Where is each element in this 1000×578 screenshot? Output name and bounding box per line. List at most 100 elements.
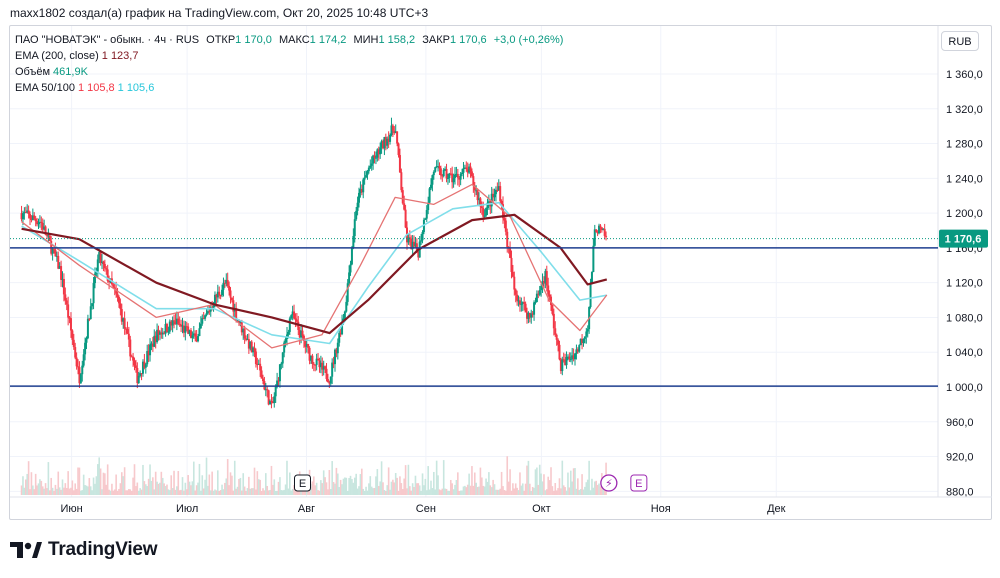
candle-body [33, 215, 36, 219]
volume-bar [248, 476, 250, 495]
close-label: ЗАКР [422, 34, 450, 46]
candle-body [125, 328, 128, 330]
candle-body [448, 173, 451, 178]
candle-body [271, 401, 274, 403]
volume-bar [560, 488, 562, 495]
volume-bar [481, 477, 483, 495]
volume-bar [325, 482, 328, 495]
volume-bar [390, 481, 393, 495]
volume-bar [153, 489, 156, 495]
volume-bar [305, 488, 308, 495]
candle-body [74, 347, 77, 358]
volume-bar [595, 480, 597, 495]
candle-body [592, 245, 595, 272]
candle-body [336, 342, 339, 354]
volume-bar [567, 472, 569, 495]
volume-bar [324, 477, 326, 495]
volume-bar [449, 479, 452, 495]
candle-body [67, 304, 70, 318]
candle-body [280, 363, 283, 365]
candle-body [53, 248, 56, 250]
candle-body [589, 283, 592, 308]
candle-body [356, 202, 359, 211]
volume-bar [550, 467, 552, 495]
volume-value: 461,9K [53, 66, 88, 78]
volume-bar [503, 490, 506, 495]
candle-body [267, 390, 270, 405]
volume-bar [169, 490, 171, 495]
candle-body [352, 236, 355, 248]
open-value: 1 170,0 [235, 34, 272, 46]
volume-bar [209, 490, 212, 495]
candle-body [247, 339, 250, 349]
candle-body [533, 302, 536, 315]
volume-bar [564, 487, 566, 495]
candle-body [153, 335, 156, 347]
y-tick-label: 1 120,0 [946, 278, 983, 290]
candle-body [510, 257, 513, 272]
candle-body [562, 359, 565, 361]
volume-bar [232, 490, 235, 495]
currency-button[interactable]: RUB [941, 31, 979, 51]
volume-bar [471, 466, 473, 495]
candle-body [472, 176, 475, 186]
candle-body [389, 134, 392, 142]
volume-bar [529, 483, 531, 495]
volume-bar [94, 483, 96, 495]
candle-body [315, 358, 318, 365]
candle-body [226, 279, 229, 286]
volume-bar [47, 462, 50, 495]
candle-body [92, 283, 95, 304]
candle-body [253, 347, 256, 352]
volume-bar [163, 483, 165, 495]
volume-bar [243, 486, 246, 495]
candle-body [452, 177, 455, 183]
volume-bar [482, 485, 485, 495]
candle-body [455, 173, 458, 175]
volume-bar [502, 486, 504, 495]
volume-bar [332, 482, 335, 495]
volume-bar [396, 477, 398, 495]
volume-bar [346, 490, 349, 495]
volume-bar [459, 490, 462, 495]
volume-bar [284, 484, 287, 495]
candle-body [291, 311, 294, 316]
candle-body [531, 313, 534, 315]
volume-bar [466, 484, 469, 495]
candle-body [69, 318, 72, 331]
volume-bar [23, 487, 26, 495]
candle-body [332, 362, 335, 365]
volume-bar [105, 484, 108, 495]
volume-bar [180, 489, 182, 495]
volume-bar [524, 483, 527, 495]
candle-body [31, 215, 34, 221]
candle-body [156, 329, 159, 343]
volume-bar [132, 477, 134, 495]
candle-body [383, 137, 386, 149]
volume-bar [287, 488, 290, 495]
candle-body [54, 249, 57, 257]
ohlc-legend-row: ПАО "НОВАТЭК" - обыкн. · 4ч · RUS ОТКР1 … [15, 32, 563, 48]
volume-bar [231, 475, 233, 495]
volume-bar [262, 488, 264, 495]
candle-body [583, 336, 586, 339]
candle-body [305, 343, 308, 347]
volume-bar [315, 482, 318, 495]
volume-bar [534, 469, 537, 495]
volume-bar [229, 472, 232, 495]
candle-body [446, 177, 449, 179]
candle-body [387, 138, 390, 142]
volume-bar [341, 484, 343, 495]
volume-bar [569, 470, 572, 495]
candle-body [29, 213, 32, 219]
volume-bar [27, 461, 30, 495]
candle-body [113, 287, 116, 290]
volume-bar [228, 485, 230, 495]
volume-bar [452, 489, 455, 495]
candle-body [380, 141, 383, 148]
volume-bar [75, 488, 78, 495]
candle-body [445, 168, 448, 179]
candle-body [516, 294, 519, 301]
candle-body [60, 266, 63, 280]
